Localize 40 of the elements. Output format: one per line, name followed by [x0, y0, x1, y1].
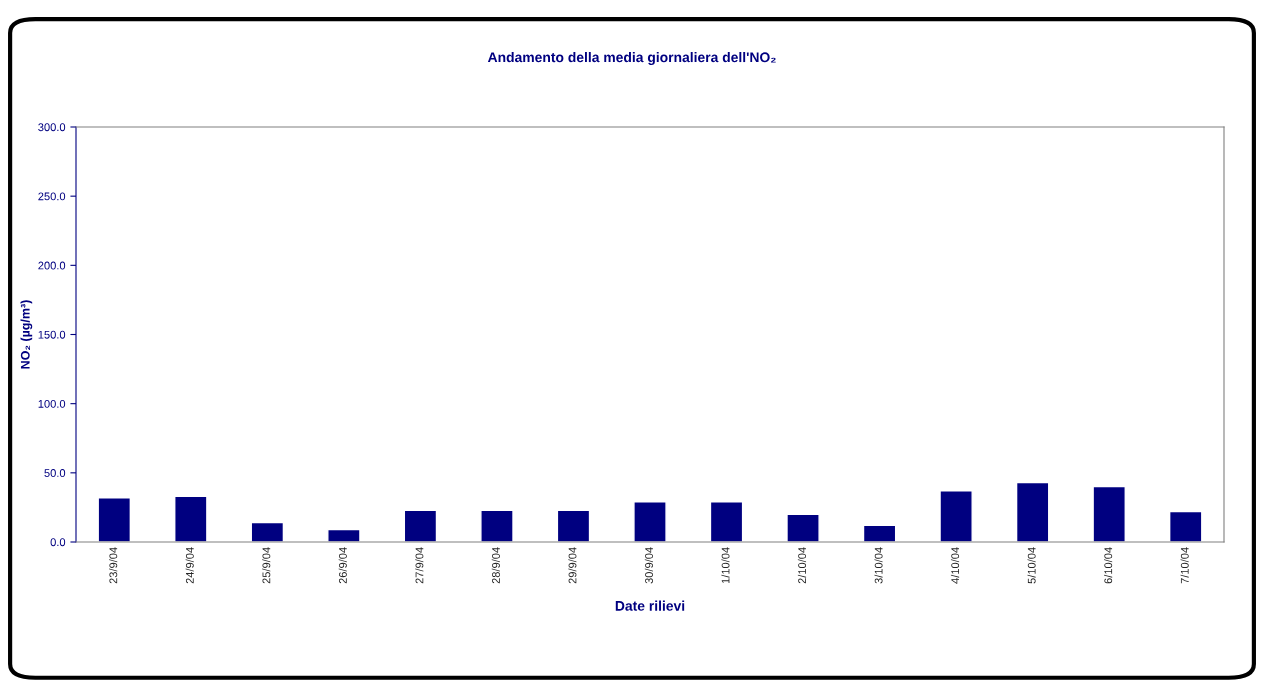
x-axis-title: Date rilievi: [615, 600, 685, 611]
bar: [97, 497, 132, 542]
x-tick-label: 2/10/04: [797, 547, 807, 584]
x-tick-label: 24/9/04: [185, 547, 194, 584]
y-tick-label: 200.0: [38, 261, 66, 270]
x-tick-label: 25/9/04: [262, 547, 271, 584]
bar: [1168, 510, 1203, 542]
bar: [709, 501, 744, 542]
bar: [1015, 481, 1050, 542]
y-tick-label: 100.0: [38, 399, 66, 408]
bar: [633, 501, 667, 542]
y-tick-label: 300.0: [38, 123, 66, 132]
x-tick-label: 3/10/04: [874, 547, 883, 584]
x-tick-label: 28/9/04: [491, 547, 500, 584]
bar: [862, 524, 897, 542]
x-tick-label: 26/9/04: [338, 547, 347, 584]
y-tick-label: 0.0: [50, 538, 66, 547]
x-tick-label: 6/10/04: [1104, 547, 1113, 584]
bar: [174, 495, 208, 542]
x-tick-label: 23/9/04: [109, 547, 118, 584]
y-tick-label: 50.0: [44, 469, 66, 477]
bar: [1092, 485, 1126, 542]
x-tick-label: 1/10/04: [721, 547, 730, 584]
bar: [939, 490, 973, 542]
x-tick-label: 29/9/04: [568, 547, 577, 584]
x-tick-label: 30/9/04: [644, 547, 653, 584]
chart-title: Andamento della media giornaliera dell'NO₂: [487, 52, 776, 66]
x-tick-label: 5/10/04: [1027, 547, 1036, 584]
y-axis-title: NO₂ (µg/m³): [20, 300, 33, 369]
bar: [403, 509, 438, 542]
bar: [250, 521, 285, 542]
y-tick-label: 150.0: [38, 330, 66, 339]
bar: [786, 513, 820, 542]
bar: [480, 509, 514, 542]
x-tick-label: 27/9/04: [415, 547, 424, 584]
y-tick-label: 250.0: [38, 192, 66, 201]
bar: [556, 509, 591, 542]
x-tick-label: 7/10/04: [1180, 547, 1189, 584]
bar: [327, 528, 361, 542]
x-tick-label: 4/10/04: [950, 547, 960, 584]
